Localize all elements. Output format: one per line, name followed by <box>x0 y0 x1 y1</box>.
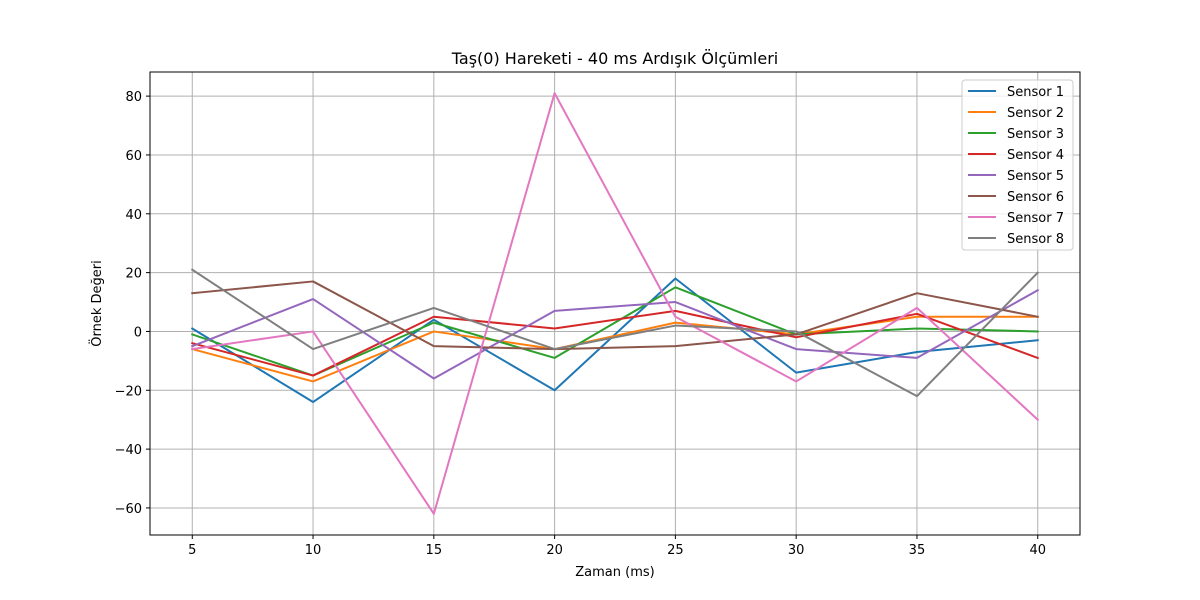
x-tick-label: 10 <box>305 543 322 558</box>
legend-label-1: Sensor 1 <box>1007 85 1064 100</box>
y-tick-label: 80 <box>125 90 142 105</box>
x-tick-label: 5 <box>188 543 196 558</box>
series-line-6 <box>191 280 1039 351</box>
series-line-8 <box>190 268 1040 398</box>
y-tick-label: 20 <box>125 267 142 282</box>
x-tick-label: 20 <box>546 543 563 558</box>
x-axis-label: Zaman (ms) <box>575 565 654 580</box>
legend-label-4: Sensor 4 <box>1007 148 1064 163</box>
series-line-7 <box>191 92 1040 515</box>
x-tick-label: 30 <box>788 543 805 558</box>
legend-label-2: Sensor 2 <box>1007 106 1064 121</box>
x-tick-label: 35 <box>909 543 926 558</box>
y-tick-label: 0 <box>134 325 142 340</box>
axis-ticks: 5 10 15 20 25 30 35 40 −60 −40 −20 0 20 40 60 80 <box>115 90 1046 558</box>
legend: Sensor 1 Sensor 2 Sensor 3 Sensor 4 Sensor 5… <box>961 79 1074 251</box>
x-tick-label: 25 <box>667 543 684 558</box>
series-lines <box>190 92 1040 515</box>
chart-title: Taş(0) Hareketi - 40 ms Ardışık Ölçümler… <box>451 49 778 68</box>
legend-label-8: Sensor 8 <box>1007 232 1064 247</box>
series-line-4 <box>191 309 1040 377</box>
series-line-5 <box>190 288 1040 380</box>
y-tick-label: −60 <box>115 502 142 517</box>
y-tick-label: 60 <box>125 149 142 164</box>
legend-label-3: Sensor 3 <box>1007 127 1064 142</box>
y-tick-label: 40 <box>125 208 142 223</box>
y-tick-label: −40 <box>115 443 142 458</box>
plot-frame <box>149 71 1081 536</box>
legend-label-6: Sensor 6 <box>1007 190 1064 205</box>
y-axis-label: Örnek Değeri <box>88 260 105 346</box>
x-tick-label: 40 <box>1029 543 1046 558</box>
legend-label-5: Sensor 5 <box>1007 169 1064 184</box>
x-tick-label: 15 <box>426 543 443 558</box>
legend-box <box>961 79 1074 251</box>
y-tick-label: −20 <box>115 384 142 399</box>
legend-label-7: Sensor 7 <box>1007 211 1064 226</box>
